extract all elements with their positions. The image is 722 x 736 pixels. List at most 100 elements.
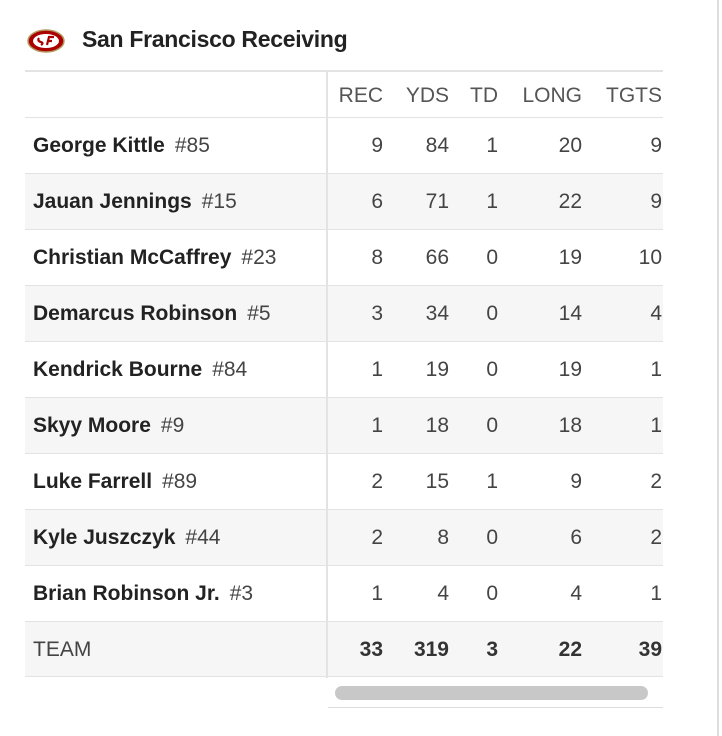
player-row: Demarcus Robinson #5 3 34 0 14 4 xyxy=(25,285,663,341)
stat-cell: 9 xyxy=(371,134,383,157)
player-row: Kendrick Bourne #84 1 19 0 19 1 xyxy=(25,341,663,397)
jersey-number: #44 xyxy=(185,526,221,549)
column-header: TD xyxy=(470,84,498,107)
jersey-number: #84 xyxy=(212,358,248,381)
stat-cell: 39 xyxy=(638,638,662,661)
stat-cell: 6 xyxy=(570,526,582,549)
name: George Kittle xyxy=(33,134,165,157)
player-name: Brian Robinson Jr. #3 xyxy=(33,566,253,621)
stat-cell: 0 xyxy=(486,414,498,437)
stat-cell: 34 xyxy=(425,302,449,325)
jersey-number: #85 xyxy=(174,134,210,157)
stats-table: REC YDS TD LONG TGTS George Kittle #85 9 84 1 20 9 J… xyxy=(25,70,663,678)
name: Brian Robinson Jr. xyxy=(33,582,220,605)
stat-cell: 2 xyxy=(371,526,383,549)
stat-cell: 9 xyxy=(650,190,662,213)
scroll-track xyxy=(328,678,663,708)
player-name: Christian McCaffrey #23 xyxy=(33,230,276,285)
stat-cell: 19 xyxy=(558,358,582,381)
name: TEAM xyxy=(33,638,92,661)
player-name: Kendrick Bourne #84 xyxy=(33,342,247,397)
table-title: San Francisco Receiving xyxy=(82,26,348,52)
stat-cell: 1 xyxy=(650,582,662,605)
stat-cell: 22 xyxy=(558,638,582,661)
stat-cell: 1 xyxy=(650,414,662,437)
stat-cell: 33 xyxy=(359,638,383,661)
stat-cell: 3 xyxy=(371,302,383,325)
stat-cell: 1 xyxy=(650,358,662,381)
player-row: Christian McCaffrey #23 8 66 0 19 10 xyxy=(25,229,663,285)
column-header: REC xyxy=(338,84,383,107)
stat-cell: 15 xyxy=(425,470,449,493)
player-row: Skyy Moore #9 1 18 0 18 1 xyxy=(25,397,663,453)
stat-cell: 8 xyxy=(437,526,449,549)
player-name: George Kittle #85 xyxy=(33,118,210,173)
player-name: Demarcus Robinson #5 xyxy=(33,286,271,341)
stat-cell: 2 xyxy=(650,470,662,493)
player-row: Jauan Jennings #15 6 71 1 22 9 xyxy=(25,173,663,229)
stat-cell: 19 xyxy=(558,246,582,269)
stat-cell: 0 xyxy=(486,582,498,605)
stat-cell: 9 xyxy=(650,134,662,157)
stat-cell: 1 xyxy=(486,190,498,213)
player-name: Jauan Jennings #15 xyxy=(33,174,237,229)
stat-cell: 3 xyxy=(486,638,498,661)
stat-cell: 1 xyxy=(371,358,383,381)
jersey-number: #5 xyxy=(247,302,271,325)
stat-cell: 4 xyxy=(570,582,582,605)
stat-cell: 9 xyxy=(570,470,582,493)
table-bottom-border xyxy=(25,676,663,677)
name: Demarcus Robinson xyxy=(33,302,238,325)
name: Kendrick Bourne xyxy=(33,358,203,381)
stat-cell: 0 xyxy=(486,358,498,381)
scrollbar[interactable] xyxy=(335,686,648,700)
player-name: Luke Farrell #89 xyxy=(33,454,197,509)
jersey-number: #3 xyxy=(229,582,254,605)
stat-cell: 319 xyxy=(413,638,449,661)
stat-cell: 10 xyxy=(638,246,662,269)
column-header: YDS xyxy=(405,84,449,107)
column-header: LONG xyxy=(522,84,582,107)
stat-cell: 1 xyxy=(486,470,498,493)
jersey-number: #15 xyxy=(201,190,237,213)
stat-cell: 4 xyxy=(437,582,449,605)
stat-cell: 2 xyxy=(650,526,662,549)
name: Skyy Moore xyxy=(33,414,151,437)
name: Christian McCaffrey xyxy=(33,246,232,269)
stat-cell: 18 xyxy=(425,414,449,437)
stat-cell: 6 xyxy=(371,190,383,213)
stat-cell: 8 xyxy=(371,246,383,269)
stat-cell: 14 xyxy=(558,302,582,325)
header-row: REC YDS TD LONG TGTS xyxy=(25,70,663,117)
stat-cell: 84 xyxy=(425,134,449,157)
name: Luke Farrell xyxy=(33,470,153,493)
column-header: TGTS xyxy=(606,84,662,107)
stat-cell: 19 xyxy=(425,358,449,381)
stat-cell: 66 xyxy=(425,246,449,269)
player-row: George Kittle #85 9 84 1 20 9 xyxy=(25,117,663,173)
stat-cell: 1 xyxy=(486,134,498,157)
stat-cell: 18 xyxy=(558,414,582,437)
stat-cell: 1 xyxy=(371,414,383,437)
player-name: TEAM xyxy=(33,622,91,677)
jersey-number: #9 xyxy=(160,414,185,437)
stat-cell: 0 xyxy=(486,246,498,269)
team-row: TEAM 33 319 3 22 39 xyxy=(25,621,663,677)
name: Kyle Juszczyk xyxy=(33,526,176,549)
player-row: Luke Farrell #89 2 15 1 9 2 xyxy=(25,453,663,509)
player-name: Skyy Moore #9 xyxy=(33,398,184,453)
name: Jauan Jennings xyxy=(33,190,192,213)
column-divider xyxy=(326,70,328,678)
jersey-number: #23 xyxy=(241,246,277,269)
stat-cell: 71 xyxy=(425,190,449,213)
player-name: Kyle Juszczyk #44 xyxy=(33,510,220,565)
stat-cell: 4 xyxy=(650,302,662,325)
stat-cell: 2 xyxy=(371,470,383,493)
stat-cell: 1 xyxy=(371,582,383,605)
stat-cell: 0 xyxy=(486,302,498,325)
jersey-number: #89 xyxy=(162,470,198,493)
stat-cell: 20 xyxy=(558,134,582,157)
player-row: Brian Robinson Jr. #3 1 4 0 4 1 xyxy=(25,565,663,621)
